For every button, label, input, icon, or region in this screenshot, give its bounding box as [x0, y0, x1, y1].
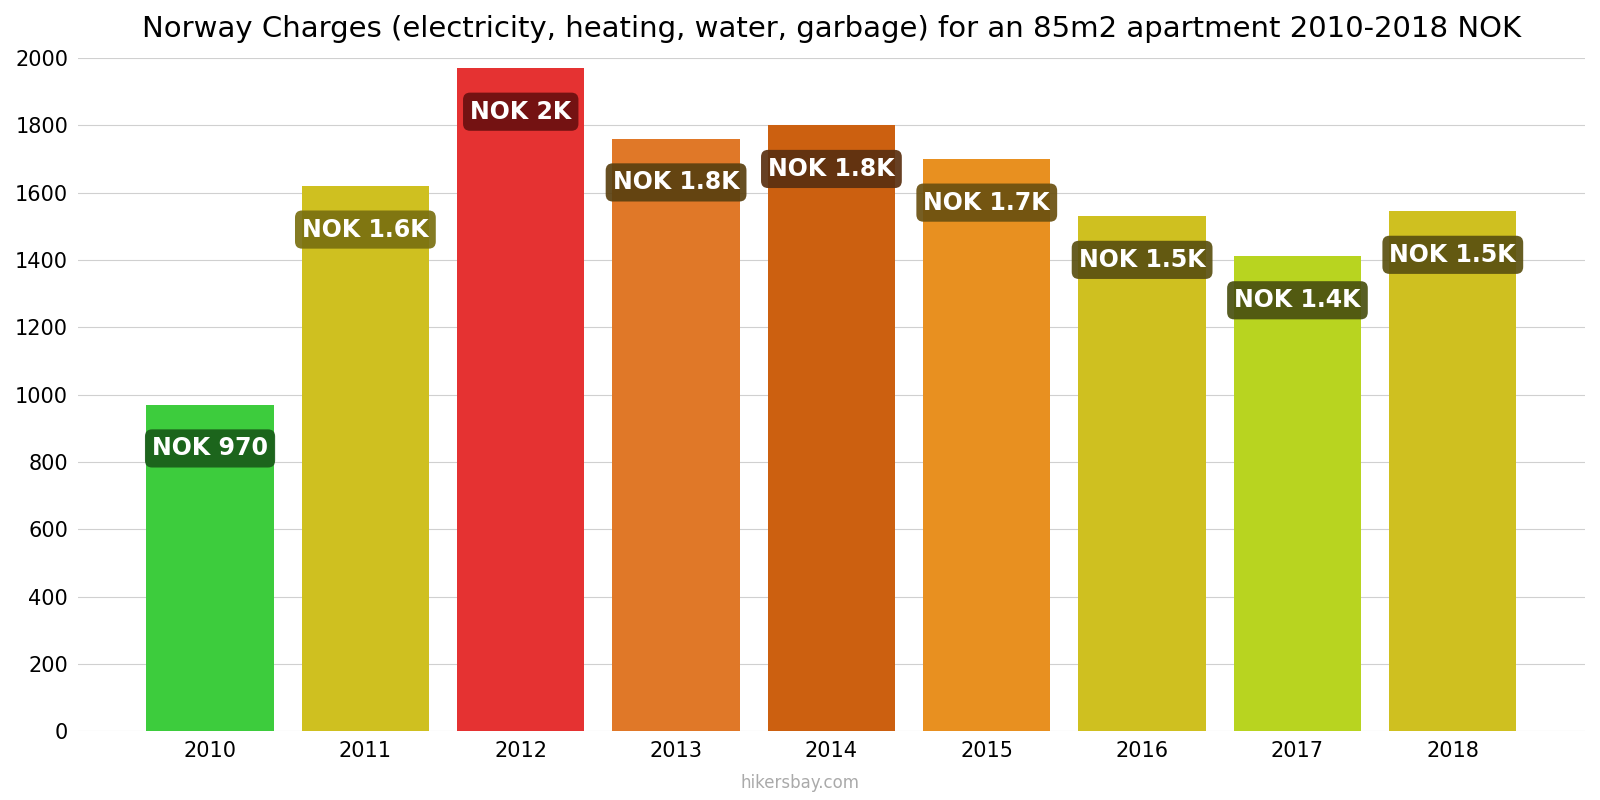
Bar: [1389, 211, 1517, 731]
Text: NOK 1.4K: NOK 1.4K: [1234, 288, 1360, 312]
Text: NOK 1.5K: NOK 1.5K: [1389, 243, 1517, 267]
Text: NOK 1.6K: NOK 1.6K: [302, 218, 429, 242]
Text: hikersbay.com: hikersbay.com: [741, 774, 859, 792]
Text: NOK 2K: NOK 2K: [470, 100, 571, 124]
Bar: [146, 405, 274, 731]
Bar: [1078, 216, 1206, 731]
Bar: [458, 68, 584, 731]
Bar: [923, 159, 1051, 731]
Title: Norway Charges (electricity, heating, water, garbage) for an 85m2 apartment 2010: Norway Charges (electricity, heating, wa…: [142, 15, 1522, 43]
Text: NOK 970: NOK 970: [152, 437, 269, 461]
Text: NOK 1.5K: NOK 1.5K: [1078, 248, 1205, 272]
Bar: [613, 138, 739, 731]
Text: NOK 1.7K: NOK 1.7K: [923, 190, 1050, 214]
Text: NOK 1.8K: NOK 1.8K: [613, 170, 739, 194]
Bar: [1234, 257, 1362, 731]
Bar: [302, 186, 429, 731]
Text: NOK 1.8K: NOK 1.8K: [768, 157, 894, 181]
Bar: [768, 125, 894, 731]
